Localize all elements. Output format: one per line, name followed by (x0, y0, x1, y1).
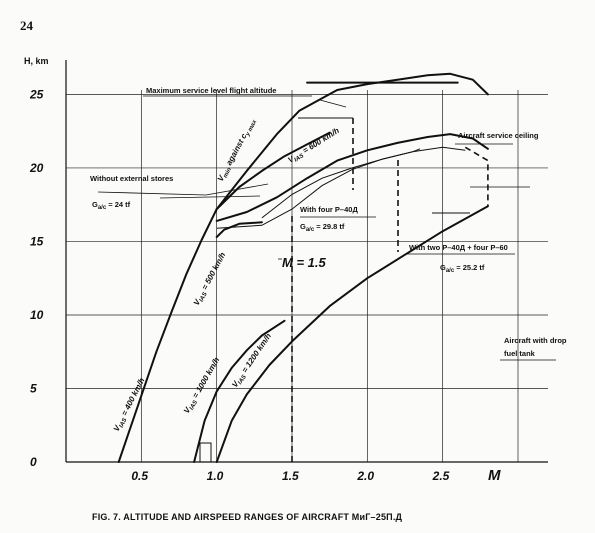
ann-without-stores: Without external stores (90, 174, 173, 183)
y-tick-labels: 0 5 10 15 20 25 (29, 87, 44, 469)
ann-gac-29-8: Ga/c = 29.8 tf (300, 222, 345, 233)
ann-service-ceiling: Aircraft service ceiling (458, 131, 539, 140)
series-v-ias-1000-km-h (193, 319, 286, 463)
ann-vmin-cymax: Vmin against cy max (216, 116, 259, 183)
leader-no-stores-3 (159, 195, 261, 199)
envelope-markers (199, 117, 470, 463)
x-tick-0.5: 0.5 (131, 469, 148, 483)
y-tick-15: 15 (30, 234, 44, 248)
series-aircraft-with-drop-fuel-tank (464, 146, 489, 207)
leader-no-stores-2 (205, 183, 269, 196)
ann-two-p40: With two P–40Д + four P–60 (409, 243, 508, 252)
x-tick-2.5: 2.5 (432, 469, 450, 483)
series-layer (117, 72, 489, 463)
ann-mach-1-5: M = 1.5 (282, 255, 326, 270)
series-v-ias-500-km-h (215, 221, 263, 238)
ann-drop-tank-1: Aircraft with drop (504, 336, 567, 345)
ann-max-altitude: Maximum service level flight altitude (146, 86, 276, 95)
y-axis-label: H, km (24, 56, 49, 66)
start-marker-box (199, 442, 212, 463)
x-axis-label: M (488, 467, 501, 484)
series-with-two-p-40-four-p-60 (261, 148, 421, 219)
label-vias-600: VIAS = 600 km/h (286, 126, 342, 167)
leader-lines (97, 99, 530, 255)
label-vias-400: VIAS = 400 km/h (112, 376, 149, 433)
ann-drop-tank-2: fuel tank (504, 349, 536, 358)
label-vias-500: VIAS = 500 km/h (192, 251, 229, 308)
leader-no-stores-1 (97, 191, 207, 196)
series-v-ias-600-km-h (215, 131, 331, 211)
series-without-external-stores (215, 133, 489, 222)
ann-gac-25-2: Ga/c = 25.2 tf (440, 263, 485, 274)
y-tick-5: 5 (30, 381, 37, 395)
y-tick-10: 10 (30, 308, 44, 322)
ann-gac-24: Ga/c = 24 tf (92, 200, 131, 211)
y-tick-0: 0 (30, 455, 37, 469)
x-tick-2.0: 2.0 (356, 469, 374, 483)
series-v-ias-1200-km-h (215, 205, 489, 463)
series-aircraft-service-ceiling (215, 72, 489, 211)
series-v-ias-400-km-h (117, 208, 218, 463)
page-number: 24 (20, 18, 34, 33)
leader-max-altitude (319, 99, 347, 108)
x-tick-1.0: 1.0 (207, 469, 224, 483)
axes (65, 60, 548, 463)
y-tick-20: 20 (29, 161, 44, 175)
figure-caption: FIG. 7. ALTITUDE AND AIRSPEED RANGES OF … (92, 512, 403, 522)
y-tick-25: 25 (29, 87, 44, 101)
x-tick-labels: 0.5 1.0 1.5 2.0 2.5 (131, 469, 449, 483)
x-tick-1.5: 1.5 (282, 469, 299, 483)
ann-four-p40: With four P–40Д (300, 205, 358, 214)
